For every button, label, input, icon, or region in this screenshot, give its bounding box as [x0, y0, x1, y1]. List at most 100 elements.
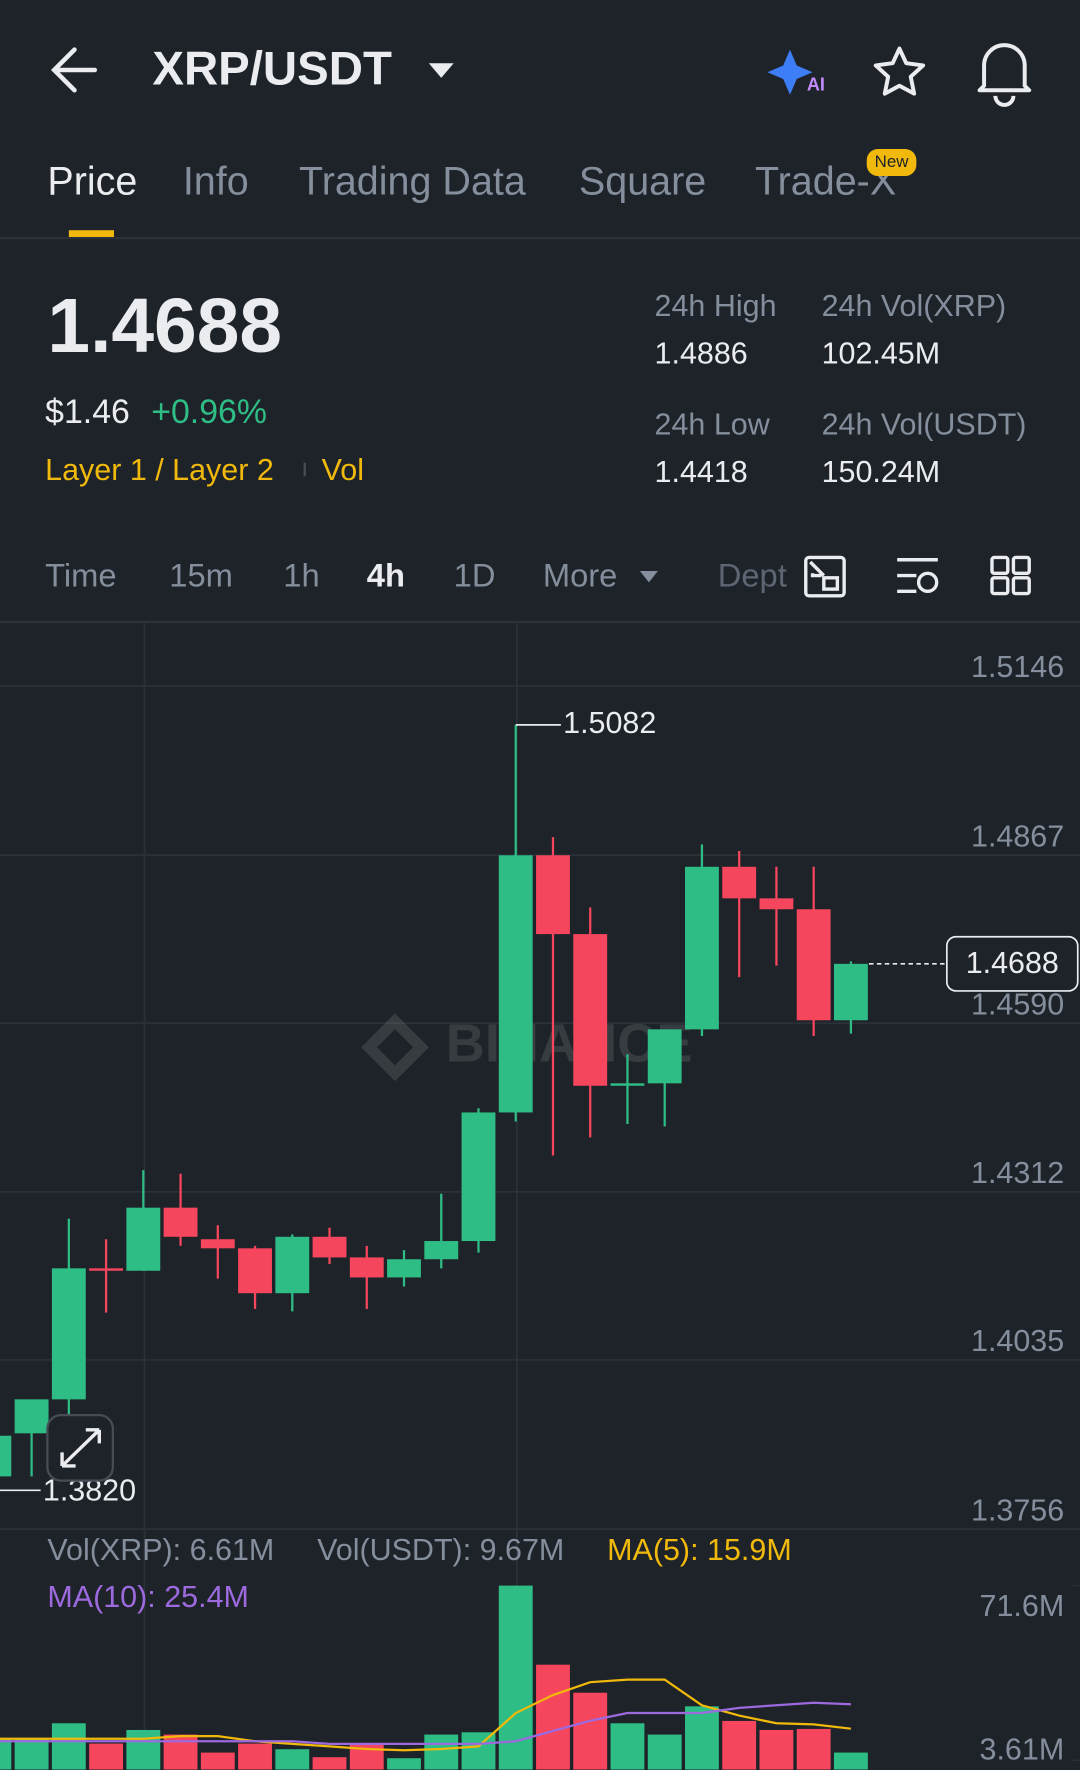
interval-tab[interactable]: 4h: [367, 556, 405, 593]
volume-bar: [275, 1749, 310, 1770]
candle-body: [610, 1083, 645, 1086]
tag[interactable]: Layer 1 / Layer 2: [45, 453, 274, 487]
volume-bar: [833, 1752, 868, 1770]
candle-body: [275, 1236, 310, 1294]
usd-price: $1.46: [45, 393, 130, 431]
volume-bar: [51, 1723, 86, 1770]
ma-line: [0, 1678, 852, 1752]
volume-bar: [0, 1738, 12, 1770]
volume-bar: [610, 1723, 645, 1770]
alert-button[interactable]: [977, 43, 1032, 107]
ai-button[interactable]: AI: [767, 49, 825, 95]
volume-legend: MA(5): 15.9M: [607, 1533, 792, 1567]
pair-dropdown[interactable]: [428, 63, 454, 78]
pair-title[interactable]: XRP/USDT: [152, 43, 392, 96]
candle-body: [126, 1207, 161, 1271]
stat-label: 24h Low: [655, 408, 771, 442]
stat-label: 24h High: [655, 289, 777, 323]
volume-bar: [796, 1728, 831, 1770]
candle-body: [833, 963, 868, 1021]
volume-bar: [536, 1664, 570, 1770]
stat-value: 102.45M: [822, 337, 941, 371]
volume-legend: Vol(USDT): 9.67M: [317, 1533, 564, 1567]
stat-value: 150.24M: [822, 455, 941, 489]
back-button[interactable]: [50, 47, 98, 93]
ai-icon-text: AI: [807, 75, 825, 95]
tab[interactable]: Trading Data: [299, 159, 526, 203]
interval-tab[interactable]: Dept: [718, 556, 787, 593]
candle-body: [387, 1259, 421, 1278]
candle-body: [573, 934, 608, 1086]
favorite-button[interactable]: [873, 46, 926, 96]
last-price: 1.4688: [47, 284, 282, 369]
new-badge-bg: [866, 148, 917, 177]
volume-bar: [126, 1729, 161, 1770]
y-tick-label: 1.4312: [971, 1156, 1064, 1190]
candle-body: [536, 855, 570, 935]
interval-tab[interactable]: More: [543, 556, 618, 593]
candle-body: [722, 866, 757, 899]
tab[interactable]: Info: [183, 159, 249, 203]
current-price-label: 1.4688: [966, 946, 1059, 980]
candle-body: [163, 1207, 198, 1237]
interval-tab[interactable]: 1h: [283, 556, 319, 593]
stat-label: 24h Vol(USDT): [822, 408, 1027, 442]
candle-body: [498, 855, 533, 1113]
candle-body: [796, 909, 831, 1021]
y-tick-label: 1.4867: [971, 819, 1064, 853]
candle-body: [424, 1241, 459, 1260]
tab[interactable]: Square: [579, 159, 706, 203]
y-tick-label: 1.4590: [971, 987, 1064, 1021]
candle-body: [312, 1236, 347, 1258]
stat-value: 1.4418: [655, 455, 748, 489]
volume-bar: [461, 1732, 496, 1770]
more-dropdown[interactable]: [639, 571, 658, 583]
fullscreen-icon[interactable]: [804, 555, 846, 598]
interval-tab[interactable]: Time: [45, 556, 117, 593]
candle-body: [89, 1268, 124, 1271]
volume-bar: [387, 1758, 421, 1770]
expand-button[interactable]: [46, 1414, 114, 1482]
candle-body: [200, 1239, 235, 1249]
interval-tab[interactable]: 15m: [169, 556, 233, 593]
volume-tick-label: 3.61M: [980, 1733, 1065, 1767]
candle-body: [51, 1268, 86, 1400]
candle-body: [461, 1112, 496, 1242]
new-badge: New: [875, 152, 910, 171]
candle-body: [759, 898, 794, 910]
y-tick-label: 1.4035: [971, 1324, 1064, 1358]
volume-bar: [89, 1743, 124, 1770]
volume-legend: Vol(XRP): 6.61M: [47, 1533, 274, 1567]
y-tick-label: 1.5146: [971, 650, 1064, 684]
volume-bar: [238, 1743, 272, 1770]
candle-body: [685, 866, 719, 1030]
volume-bar: [722, 1720, 757, 1770]
candle-body: [14, 1399, 49, 1434]
volume-bar: [685, 1706, 719, 1770]
volume-bar: [200, 1752, 235, 1770]
volume-bar: [424, 1734, 459, 1770]
toolbar-icons: [804, 555, 1031, 598]
layout-icon[interactable]: [990, 555, 1031, 596]
volume-legend: MA(10): 25.4M: [47, 1580, 249, 1614]
volume-bar: [14, 1737, 49, 1770]
price-change: +0.96%: [151, 393, 267, 431]
volume-bar: [312, 1757, 347, 1770]
settings-icon[interactable]: [897, 558, 939, 594]
tab-indicator: [68, 230, 114, 237]
candle-body: [238, 1248, 272, 1294]
y-tick-label: 1.3756: [971, 1493, 1064, 1527]
volume-tick-label: 71.6M: [980, 1589, 1065, 1623]
candle-body: [647, 1029, 682, 1084]
stat-label: 24h Vol(XRP): [822, 289, 1007, 323]
tag[interactable]: Vol: [322, 453, 364, 487]
volume-bar: [163, 1734, 198, 1770]
interval-tab[interactable]: 1D: [454, 556, 496, 593]
tab[interactable]: Price: [47, 159, 137, 203]
candle-body: [0, 1435, 12, 1477]
current-price-badge: [945, 935, 1079, 992]
volume-bar: [647, 1734, 682, 1770]
ma-line: [0, 1701, 851, 1745]
